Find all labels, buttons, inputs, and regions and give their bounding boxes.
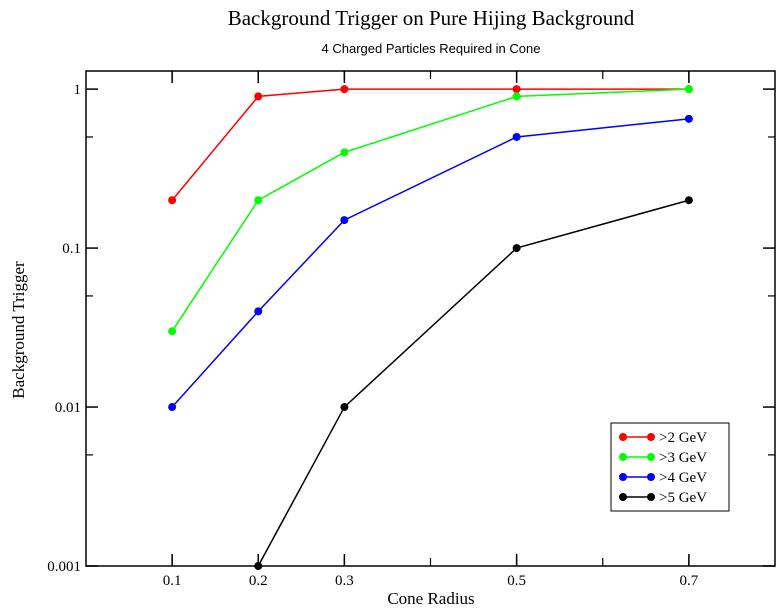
- series-line-2: [171, 118, 689, 408]
- plot-area: 0.1 0.2 0.3 0.5 0.7 0.001 0.01 0.1 1 >2 GeV >3 GeV…: [47, 70, 776, 589]
- data-point: [684, 85, 693, 94]
- legend-label: >4 GeV: [659, 470, 707, 486]
- x-tick-label: 0.3: [335, 573, 354, 589]
- series-line-1: [171, 88, 689, 332]
- data-point: [254, 196, 263, 205]
- legend-swatch-dot: [619, 473, 627, 481]
- data-point: [254, 92, 263, 101]
- x-tick-label: 0.5: [507, 573, 526, 589]
- legend-swatch-dot: [619, 493, 627, 501]
- data-point: [168, 327, 177, 336]
- data-point: [512, 92, 521, 101]
- data-point: [168, 196, 177, 205]
- x-tick-label: 0.2: [249, 573, 268, 589]
- legend-swatch-dot: [619, 453, 627, 461]
- data-point: [684, 196, 693, 205]
- legend-label: >5 GeV: [659, 490, 707, 506]
- y-tick-label: 0.1: [62, 241, 81, 257]
- data-point: [340, 403, 349, 412]
- chart-subtitle: 4 Charged Particles Required in Cone: [322, 41, 541, 56]
- data-point: [512, 132, 521, 141]
- legend-swatch-dot: [647, 493, 655, 501]
- legend-label: >2 GeV: [659, 430, 707, 446]
- y-tick-label: 1: [74, 82, 82, 98]
- y-tick-label: 0.001: [47, 559, 81, 575]
- series-line-3: [257, 199, 690, 567]
- data-point: [512, 85, 521, 94]
- data-point: [340, 85, 349, 94]
- data-point: [168, 403, 177, 412]
- x-tick-label: 0.1: [163, 573, 182, 589]
- y-axis-label: Background Trigger: [9, 261, 28, 399]
- data-point: [340, 216, 349, 225]
- data-point: [512, 244, 521, 253]
- data-point: [684, 114, 693, 123]
- x-axis-label: Cone Radius: [387, 589, 474, 608]
- data-point: [254, 307, 263, 316]
- x-tick-label: 0.7: [680, 573, 699, 589]
- legend-swatch-dot: [647, 433, 655, 441]
- legend-swatch-dot: [619, 433, 627, 441]
- legend-swatch-dot: [647, 453, 655, 461]
- data-point: [254, 562, 263, 570]
- data-point: [340, 148, 349, 157]
- chart-title: Background Trigger on Pure Hijing Backgr…: [228, 6, 635, 30]
- legend-label: >3 GeV: [659, 450, 707, 466]
- y-tick-label: 0.01: [55, 400, 81, 416]
- series-line-0: [171, 88, 689, 201]
- legend-swatch-dot: [647, 473, 655, 481]
